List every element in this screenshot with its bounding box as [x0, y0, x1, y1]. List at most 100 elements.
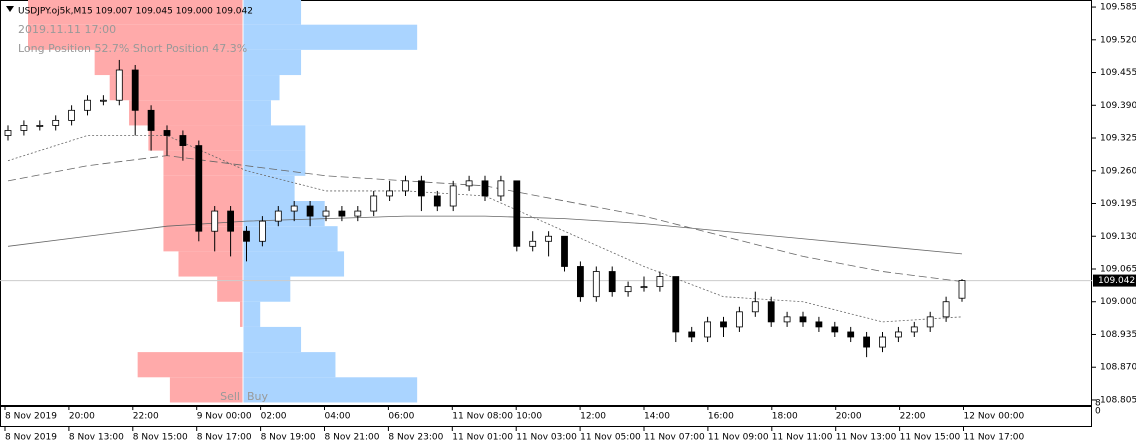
- candle-body: [926, 316, 934, 328]
- x-tick-label: 8 Nov 15:00: [133, 433, 188, 443]
- x-tick-label: 11 Nov 17:00: [964, 433, 1025, 443]
- candle-body: [211, 210, 219, 232]
- candle-body: [592, 271, 600, 298]
- x-tick-label: 8 Nov 2019: [5, 412, 57, 422]
- buy-bar: [243, 24, 418, 50]
- moving-average: [7, 215, 963, 255]
- x-tick-label: 04:00: [325, 412, 351, 422]
- x-tick-label: 22:00: [133, 412, 159, 422]
- moving-average: [7, 135, 963, 323]
- candle-body: [958, 280, 966, 299]
- candle-body: [465, 180, 473, 187]
- x-tick-label: 8 Nov 2019: [5, 433, 57, 443]
- candle-body: [100, 99, 107, 102]
- x-tick-label: 8 Nov 23:00: [388, 433, 443, 443]
- candle-body: [688, 331, 696, 338]
- y-tick-label: 109.390: [1100, 101, 1136, 111]
- buy-label: Buy: [247, 390, 269, 403]
- y-tick-label: 109.000: [1100, 297, 1136, 307]
- sub-frame: [0, 406, 1092, 427]
- candle-body: [561, 235, 568, 267]
- candle-body: [497, 180, 505, 197]
- candle-body: [227, 210, 235, 232]
- x-tick-label: 11 Nov 13:00: [836, 433, 897, 443]
- candle-body: [258, 220, 266, 242]
- sell-label: Sell: [220, 390, 240, 403]
- x-tick-label: 16:00: [708, 412, 734, 422]
- subtitle: 2019.11.11 17:00: [18, 23, 116, 36]
- buy-bar: [243, 301, 261, 327]
- x-tick-label: 20:00: [69, 412, 95, 422]
- candle-body: [672, 276, 680, 333]
- x-tick-label: 11 Nov 08:00: [452, 412, 513, 422]
- candle-body: [386, 190, 394, 197]
- buy-bar: [243, 100, 271, 126]
- x-tick-label: 14:00: [644, 412, 670, 422]
- candle-body: [720, 321, 727, 328]
- candle-body: [402, 180, 409, 192]
- candle-body: [274, 210, 282, 222]
- y-tick-label: 109.520: [1100, 35, 1136, 45]
- candle-body: [751, 301, 759, 313]
- buy-bar: [243, 49, 302, 76]
- y-tick-label: 108.935: [1100, 330, 1136, 340]
- x-tick-label: 9 Nov 00:00: [197, 412, 252, 422]
- candle-body: [417, 180, 425, 197]
- y-tick-label: 109.195: [1100, 199, 1136, 209]
- candle-body: [306, 205, 314, 217]
- collapse-icon[interactable]: [6, 6, 14, 12]
- x-tick-label: 11 Nov 05:00: [580, 433, 641, 443]
- buy-bar: [243, 125, 306, 151]
- x-tick-label: 12 Nov 00:00: [964, 412, 1025, 422]
- x-tick-label: 06:00: [388, 412, 414, 422]
- candle-body: [863, 336, 870, 348]
- sell-bar: [28, 0, 243, 25]
- x-tick-label: 8 Nov 13:00: [69, 433, 124, 443]
- plot: [0, 59, 1092, 358]
- buy-bar: [243, 175, 295, 201]
- y-tick-label: 109.325: [1100, 134, 1136, 144]
- candle-body: [513, 180, 521, 247]
- candle-body: [847, 331, 855, 338]
- candle-body: [449, 185, 457, 207]
- candle-body: [879, 336, 886, 348]
- buy-bar: [243, 226, 338, 252]
- y-tick-label: 109.065: [1100, 264, 1136, 274]
- y-tick-label: 108.805: [1100, 395, 1136, 405]
- candle-body: [895, 331, 902, 338]
- x-tick-label: 11 Nov 09:00: [708, 433, 769, 443]
- x-tick-label: 11 Nov 07:00: [644, 433, 705, 443]
- candle-body: [910, 326, 918, 333]
- y-tick-label: 108.870: [1100, 363, 1136, 373]
- candle-body: [52, 119, 60, 126]
- x-tick-label: 12:00: [580, 412, 606, 422]
- x-tick-label: 8 Nov 17:00: [197, 433, 252, 443]
- x-tick-label: 18:00: [772, 412, 798, 422]
- candle-body: [656, 276, 664, 288]
- candle-body: [84, 99, 91, 111]
- candle-body: [179, 135, 187, 146]
- y-tick-label: 109.585: [1100, 3, 1136, 13]
- buy-bar: [243, 0, 302, 25]
- x-tick-label: 22:00: [900, 412, 926, 422]
- buy-bar: [243, 352, 336, 378]
- current-price-label: 109.042: [1098, 276, 1135, 286]
- sell-bar: [109, 75, 243, 101]
- candle-body: [433, 195, 441, 207]
- candle-body: [545, 235, 552, 242]
- sub-axis-label: 8: [1095, 399, 1101, 409]
- x-tick-label: 11 Nov 15:00: [900, 433, 961, 443]
- candle-body: [290, 205, 298, 212]
- candle-body: [815, 321, 823, 328]
- candle-body: [195, 145, 203, 232]
- candle-body: [68, 109, 75, 121]
- chart-title: USDJPY.oj5k,M15 109.007 109.045 109.000 …: [18, 7, 253, 17]
- buy-bar: [243, 326, 302, 353]
- candle-body: [147, 109, 155, 131]
- candle-body: [20, 125, 28, 131]
- candle-body: [115, 69, 123, 101]
- sell-bar: [129, 100, 243, 126]
- candle-body: [243, 230, 250, 242]
- sell-bar: [28, 24, 243, 50]
